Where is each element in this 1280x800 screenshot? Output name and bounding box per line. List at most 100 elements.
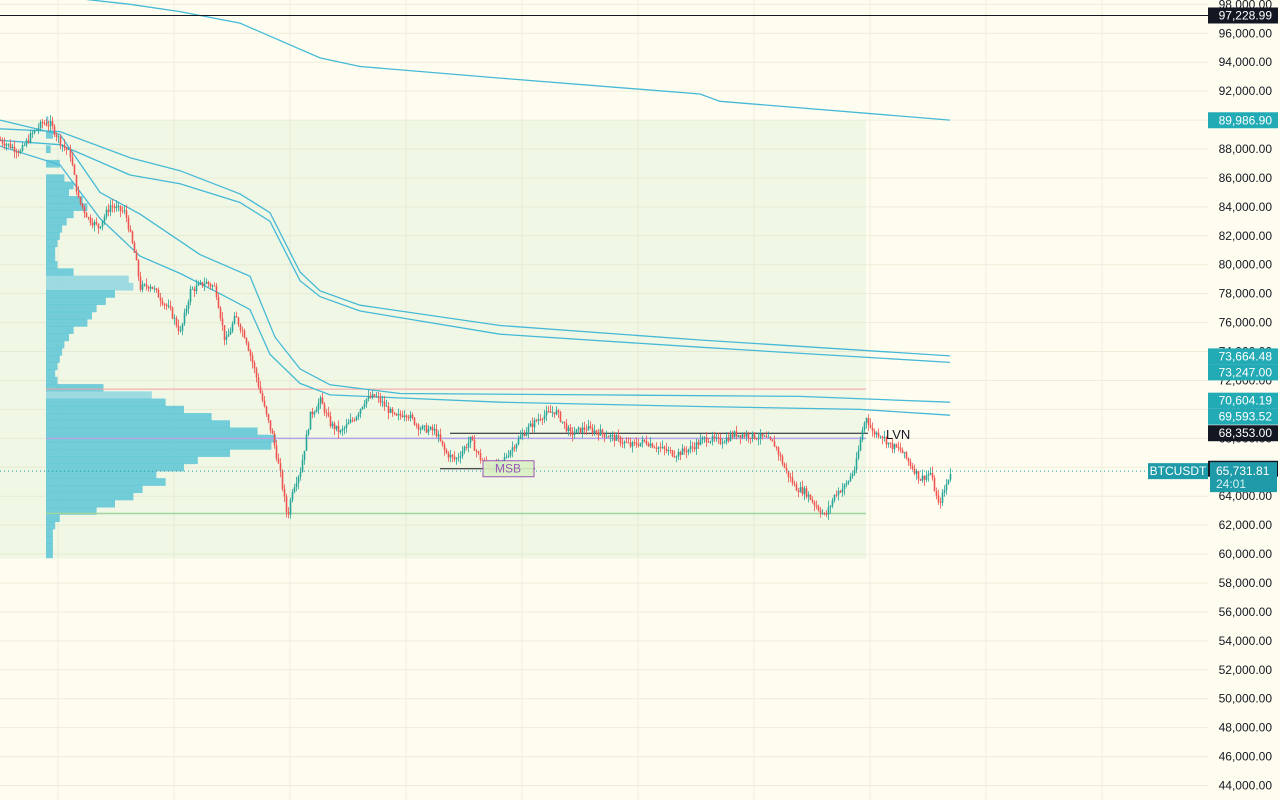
candle-body-302 bbox=[603, 433, 606, 437]
candle-body-30 bbox=[59, 136, 62, 146]
candle-body-8 bbox=[15, 151, 18, 153]
candle-body-154 bbox=[307, 429, 310, 435]
price-tag-6: 68,353.00 bbox=[1219, 426, 1273, 440]
candle-body-17 bbox=[33, 130, 36, 134]
candle-body-124 bbox=[247, 343, 250, 351]
candle-body-137 bbox=[273, 433, 276, 446]
candle-body-42 bbox=[83, 207, 86, 213]
candle-body-229 bbox=[457, 457, 460, 459]
candle-body-140 bbox=[279, 463, 282, 472]
candle-body-311 bbox=[621, 443, 624, 445]
candle-body-206 bbox=[411, 414, 414, 418]
candle-body-202 bbox=[403, 415, 406, 417]
candle-body-117 bbox=[233, 316, 236, 324]
volume-profile-bar-41 bbox=[46, 441, 272, 450]
candle-body-223 bbox=[445, 450, 448, 454]
candle-body-410 bbox=[819, 510, 822, 514]
candle-body-219 bbox=[437, 434, 440, 437]
candle-body-166 bbox=[331, 423, 334, 427]
candle-body-309 bbox=[617, 435, 620, 438]
candle-body-326 bbox=[651, 443, 654, 448]
candle-body-215 bbox=[429, 427, 432, 430]
candle-body-277 bbox=[553, 412, 556, 415]
candle-body-369 bbox=[737, 435, 740, 437]
candle-body-232 bbox=[463, 446, 466, 452]
msb-box[interactable] bbox=[482, 460, 535, 478]
candle-body-218 bbox=[435, 429, 438, 437]
candle-body-207 bbox=[413, 417, 416, 425]
vwap-band-3[interactable] bbox=[0, 119, 951, 403]
candle-body-348 bbox=[695, 442, 698, 450]
candle-body-289 bbox=[577, 427, 580, 430]
candle-body-79 bbox=[157, 290, 160, 298]
vwap-band-2[interactable] bbox=[0, 139, 951, 364]
candle-body-269 bbox=[537, 419, 540, 421]
candle-body-29 bbox=[57, 136, 60, 138]
volume-profile-bar-16 bbox=[46, 261, 58, 269]
vwap-band-4[interactable] bbox=[0, 145, 951, 416]
candle-body-38 bbox=[75, 174, 78, 192]
candle-body-193 bbox=[385, 406, 388, 407]
symbol-tag-bg bbox=[1148, 463, 1208, 480]
y-tick-label-1: 96,000.00 bbox=[1219, 26, 1273, 40]
candle-body-220 bbox=[439, 434, 442, 441]
y-tick-label-11: 76,000.00 bbox=[1219, 316, 1273, 330]
candle-body-332 bbox=[663, 446, 666, 449]
candle-body-285 bbox=[569, 427, 572, 432]
candle-body-327 bbox=[653, 447, 656, 449]
y-tick-label-0: 98,000.00 bbox=[1219, 0, 1273, 11]
candle-body-287 bbox=[573, 432, 576, 436]
candle-body-23 bbox=[45, 123, 48, 126]
candle-body-352 bbox=[703, 437, 706, 439]
annotations[interactable]: MSB LVN bbox=[482, 427, 910, 478]
candle-body-346 bbox=[691, 446, 694, 448]
vwap-band-1[interactable] bbox=[0, 128, 951, 357]
price-tag-4: 70,604.19 bbox=[1219, 394, 1273, 408]
volume-profile-bar-20 bbox=[46, 290, 115, 298]
candle-body-164 bbox=[327, 412, 330, 416]
candle-body-78 bbox=[155, 288, 158, 291]
candle-body-95 bbox=[189, 289, 192, 302]
candle-body-465 bbox=[929, 472, 932, 475]
horizontal-line[interactable] bbox=[0, 14, 1208, 472]
volume-profile-bar-29 bbox=[46, 355, 60, 363]
candle-body-407 bbox=[813, 501, 816, 506]
candle-body-445 bbox=[889, 442, 892, 444]
candle-body-188 bbox=[375, 396, 378, 398]
candle-body-257 bbox=[513, 447, 516, 449]
candle-body-389 bbox=[777, 447, 780, 455]
candle-body-19 bbox=[37, 127, 40, 130]
candle-body-34 bbox=[67, 149, 70, 151]
candle-body-69 bbox=[137, 260, 140, 277]
candle-body-330 bbox=[659, 447, 662, 449]
candle-body-300 bbox=[599, 429, 602, 436]
candle-body-46 bbox=[91, 223, 94, 226]
candle-body-345 bbox=[689, 446, 692, 450]
candle-body-77 bbox=[153, 288, 156, 290]
candle-body-441 bbox=[881, 436, 884, 439]
y-tick-label-26: 46,000.00 bbox=[1219, 750, 1273, 764]
current-price-tag-bg bbox=[1210, 462, 1277, 493]
candle-body-471 bbox=[941, 492, 944, 503]
candle-body-33 bbox=[65, 147, 68, 150]
candle-body-12 bbox=[23, 145, 26, 146]
candle-body-377 bbox=[753, 432, 756, 439]
candle-body-474 bbox=[947, 479, 950, 484]
candle-body-395 bbox=[789, 477, 792, 478]
vwap-band-0[interactable] bbox=[0, 0, 951, 121]
candle-body-184 bbox=[367, 395, 370, 399]
candle-body-305 bbox=[609, 435, 612, 438]
candle-body-130 bbox=[259, 386, 262, 394]
candle-body-20 bbox=[39, 121, 42, 128]
candle-body-127 bbox=[253, 362, 256, 369]
candle-body-227 bbox=[453, 456, 456, 460]
candle-body-142 bbox=[283, 488, 286, 497]
candle-body-139 bbox=[277, 458, 280, 464]
candle-body-27 bbox=[53, 126, 56, 135]
candle-body-4 bbox=[7, 143, 10, 145]
candle-body-92 bbox=[183, 312, 186, 324]
candle-body-87 bbox=[173, 318, 176, 319]
candle-body-260 bbox=[519, 436, 522, 439]
price-tag-bg-2 bbox=[1208, 348, 1278, 365]
